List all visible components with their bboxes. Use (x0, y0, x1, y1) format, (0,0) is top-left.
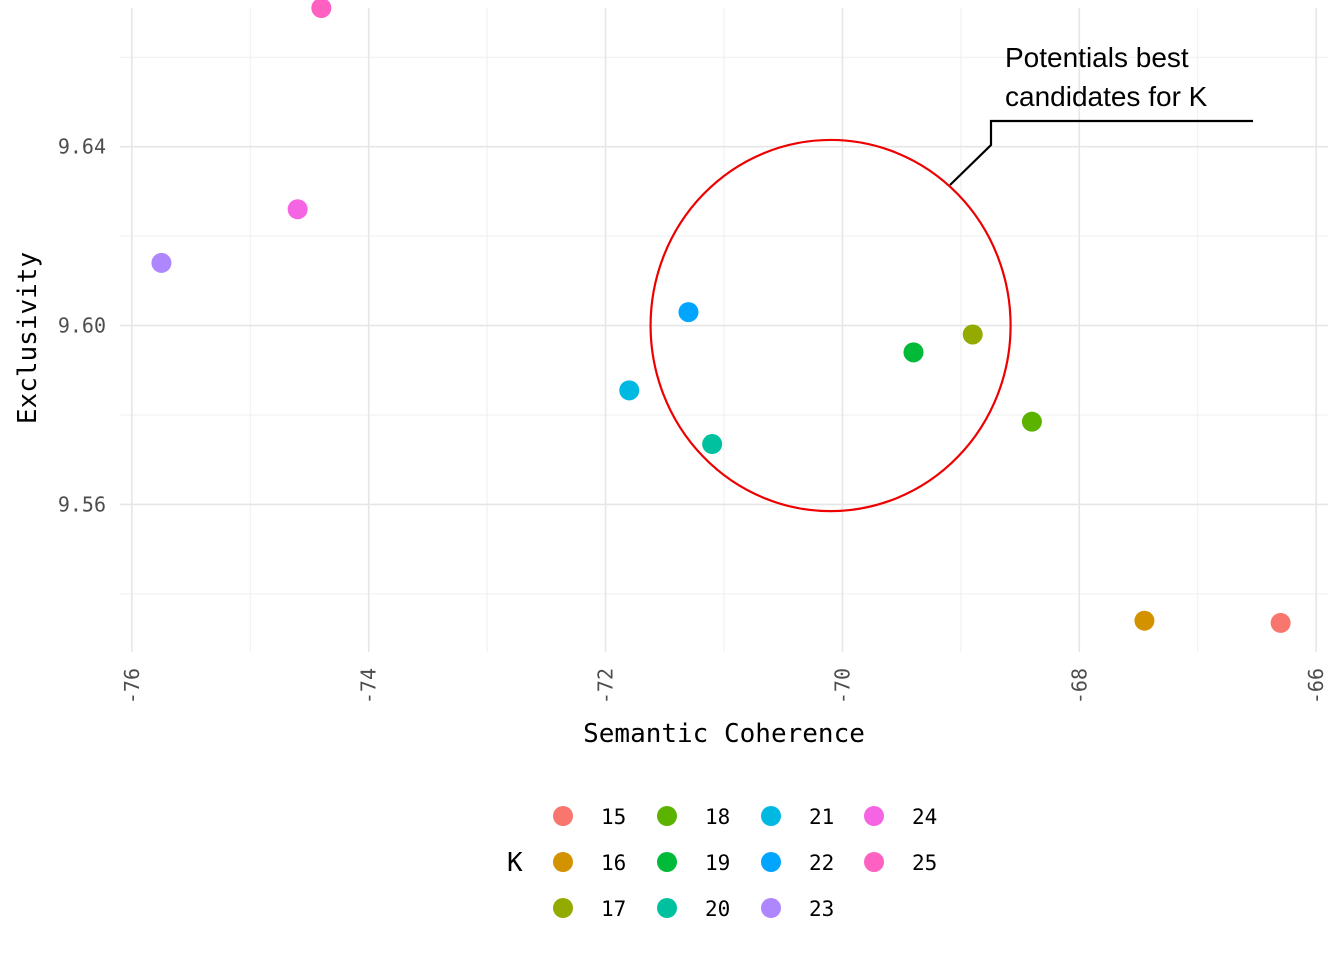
annotation-text-line-2: candidates for K (1005, 81, 1208, 112)
x-tick-label: -76 (120, 668, 144, 704)
legend-label-19: 19 (705, 851, 730, 875)
x-tick-label: -74 (357, 668, 381, 704)
legend-key-18 (657, 806, 677, 826)
data-point-k16 (1134, 610, 1155, 631)
data-point-k18 (1021, 411, 1042, 432)
y-axis-title: Exclusivity (13, 252, 43, 424)
data-point-k25 (311, 0, 332, 18)
highlight-circle (649, 138, 1012, 513)
legend-label-22: 22 (809, 851, 834, 875)
x-tick-label: -72 (594, 668, 618, 704)
legend-key-17 (553, 898, 573, 918)
data-points (151, 0, 1291, 633)
legend-label-23: 23 (809, 897, 834, 921)
legend-label-25: 25 (912, 851, 937, 875)
legend-key-20 (657, 898, 677, 918)
legend-label-18: 18 (705, 805, 730, 829)
x-axis-ticks: -76 -74 -72 -70 -68 -66 (120, 668, 1328, 704)
highlight-circle-group (649, 138, 1012, 513)
data-point-k21 (619, 380, 640, 401)
data-point-k17 (962, 324, 983, 345)
legend-label-15: 15 (601, 805, 626, 829)
y-tick-label: 9.60 (58, 314, 106, 338)
legend-title: K (507, 848, 523, 878)
y-tick-label: 9.64 (58, 135, 106, 159)
legend-key-19 (657, 852, 677, 872)
annotation: Potentials best candidates for K (949, 42, 1253, 186)
annotation-leader-line (949, 119, 1253, 186)
x-tick-label: -66 (1304, 668, 1328, 704)
legend-key-15 (553, 806, 573, 826)
x-tick-label: -70 (830, 668, 854, 704)
data-point-k23 (151, 252, 172, 273)
legend-key-25 (864, 852, 884, 872)
legend-key-23 (761, 898, 781, 918)
x-tick-label: -68 (1067, 668, 1091, 704)
y-tick-label: 9.56 (58, 492, 106, 516)
legend-key-16 (553, 852, 573, 872)
x-axis-title: Semantic Coherence (583, 719, 865, 749)
legend-key-22 (761, 852, 781, 872)
legend: K 15 16 17 18 19 20 21 22 23 24 25 (507, 805, 937, 921)
legend-key-21 (761, 806, 781, 826)
data-point-k20 (702, 434, 723, 455)
legend-label-24: 24 (912, 805, 937, 829)
data-point-k15 (1270, 612, 1291, 633)
data-point-k22 (678, 302, 699, 323)
grid (120, 8, 1328, 652)
y-axis-ticks: 9.56 9.60 9.64 (58, 135, 106, 517)
legend-label-21: 21 (809, 805, 834, 829)
annotation-text-line-1: Potentials best (1005, 42, 1189, 73)
legend-label-17: 17 (601, 897, 626, 921)
legend-key-24 (864, 806, 884, 826)
data-point-k19 (903, 342, 924, 363)
legend-label-16: 16 (601, 851, 626, 875)
legend-label-20: 20 (705, 897, 730, 921)
data-point-k24 (287, 199, 308, 220)
